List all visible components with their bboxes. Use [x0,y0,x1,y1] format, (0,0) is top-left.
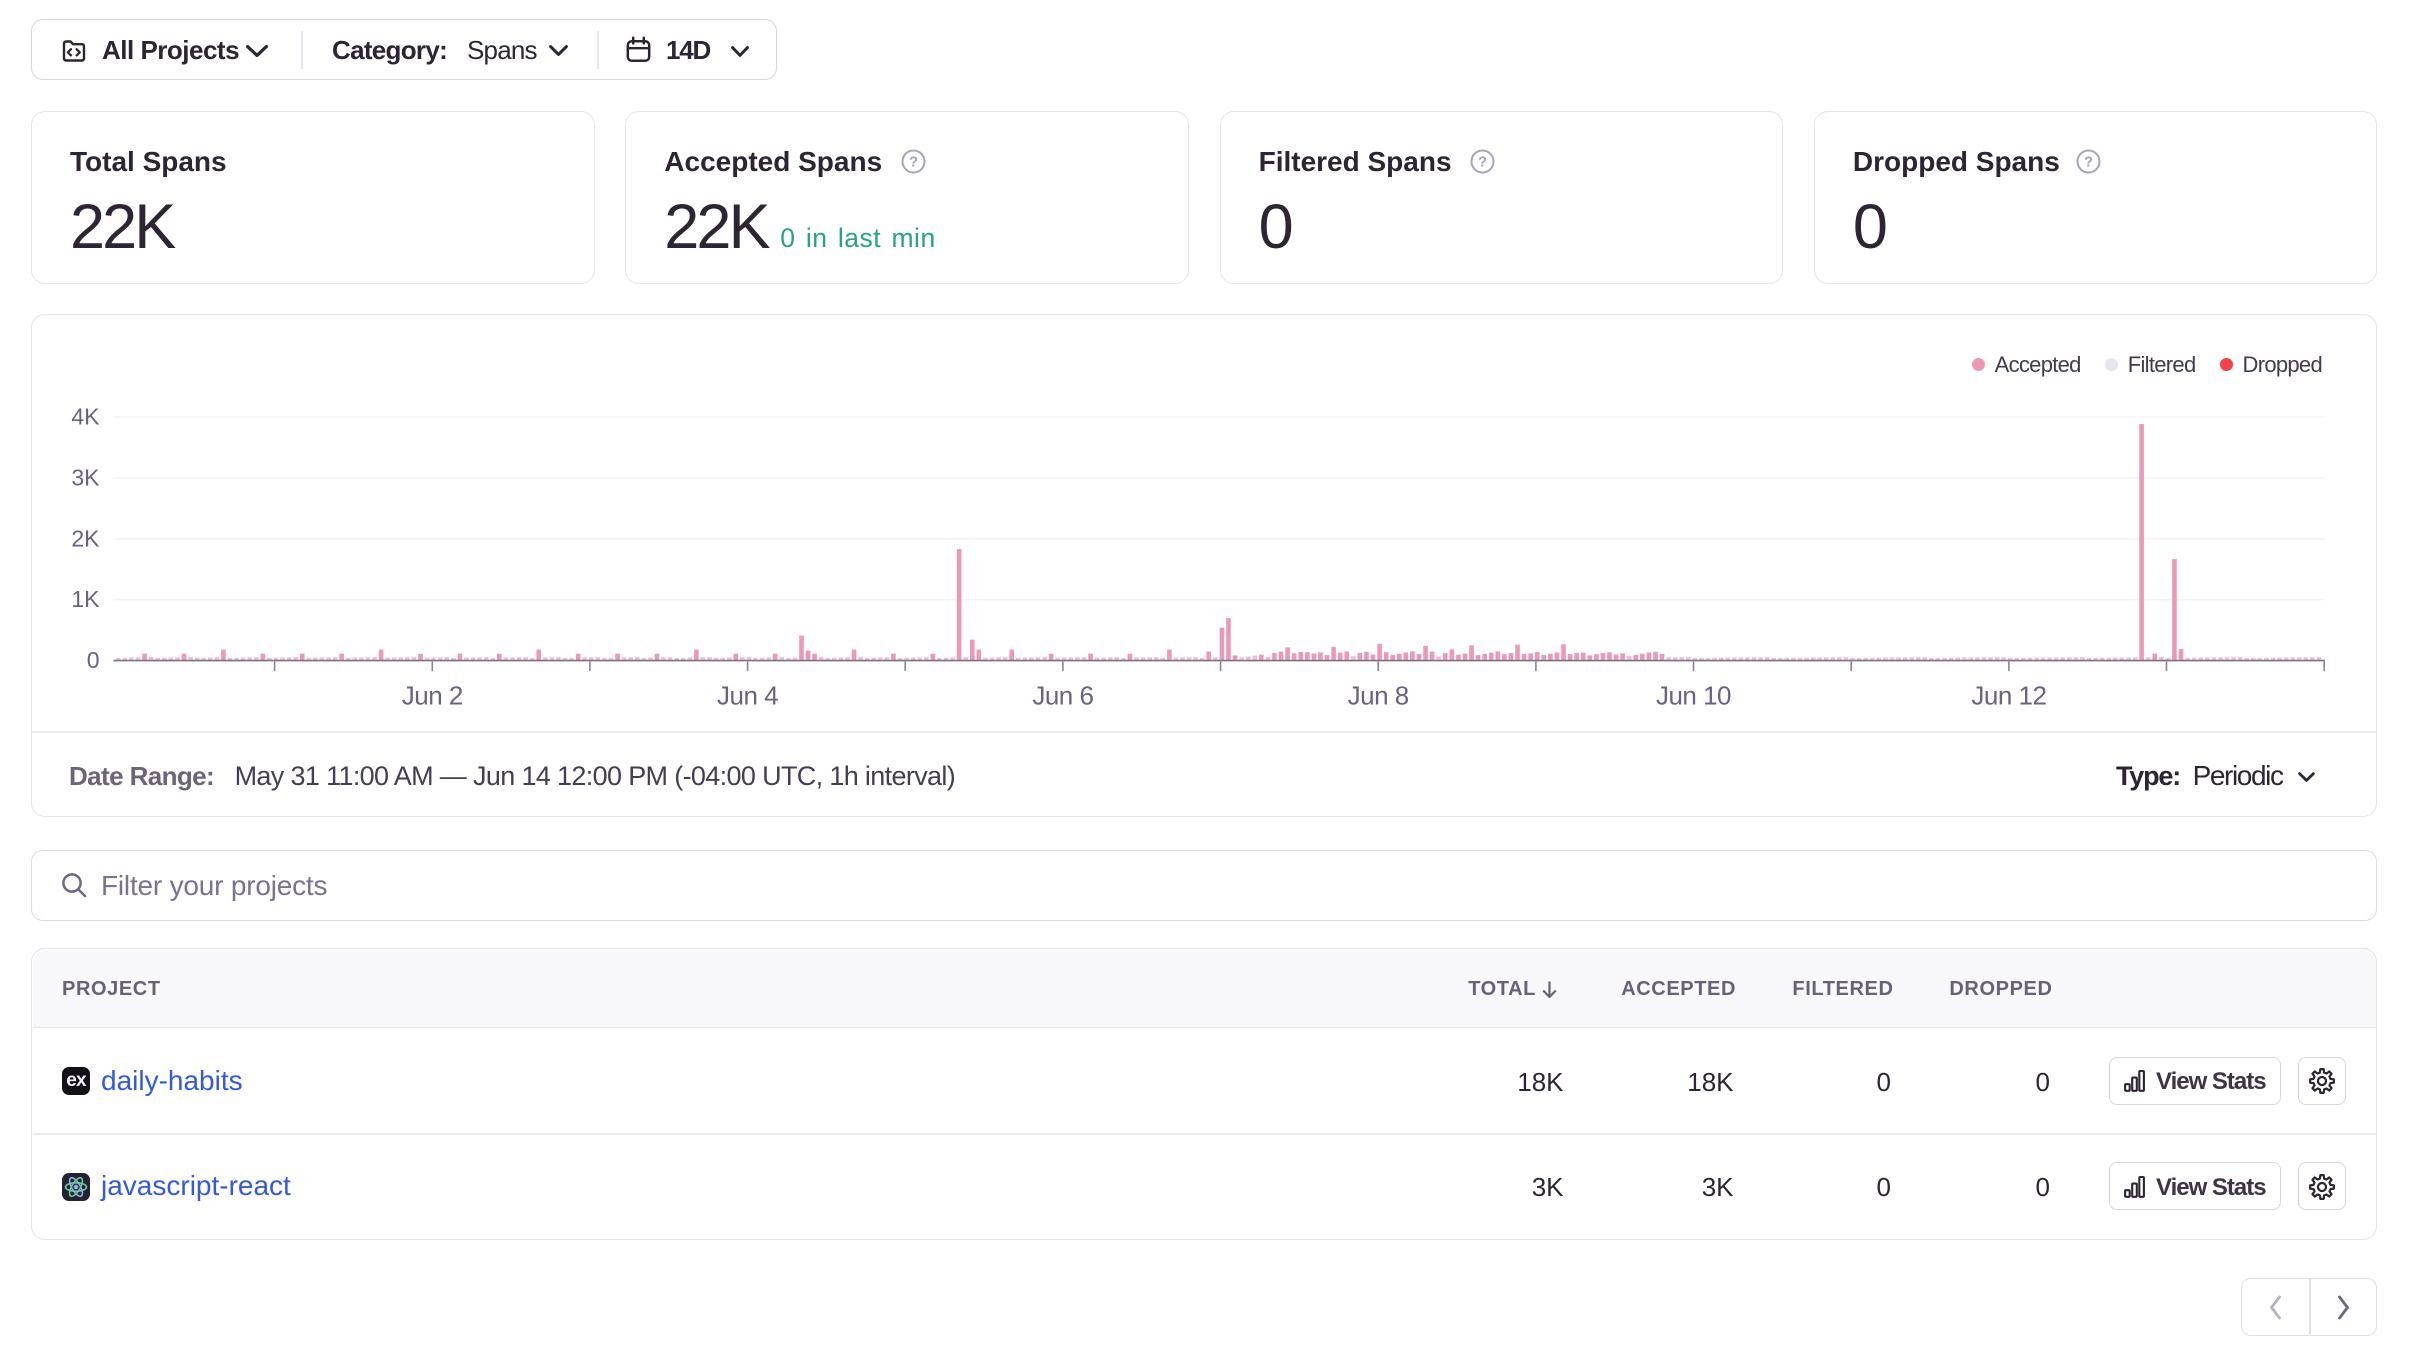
svg-text:?: ? [2084,154,2093,170]
svg-text:?: ? [1478,154,1487,170]
svg-text:Jun 10: Jun 10 [1656,681,1731,711]
svg-text:Jun 12: Jun 12 [1971,681,2046,711]
svg-text:Jun 8: Jun 8 [1348,681,1409,711]
svg-text:Jun 4: Jun 4 [717,681,778,711]
svg-text:1K: 1K [71,586,100,612]
svg-text:?: ? [909,154,918,170]
svg-text:4K: 4K [71,404,100,430]
svg-text:Jun 6: Jun 6 [1032,681,1093,711]
svg-text:Jun 2: Jun 2 [402,681,463,711]
svg-text:2K: 2K [71,525,100,551]
svg-text:0: 0 [87,647,100,673]
svg-text:3K: 3K [71,464,100,490]
